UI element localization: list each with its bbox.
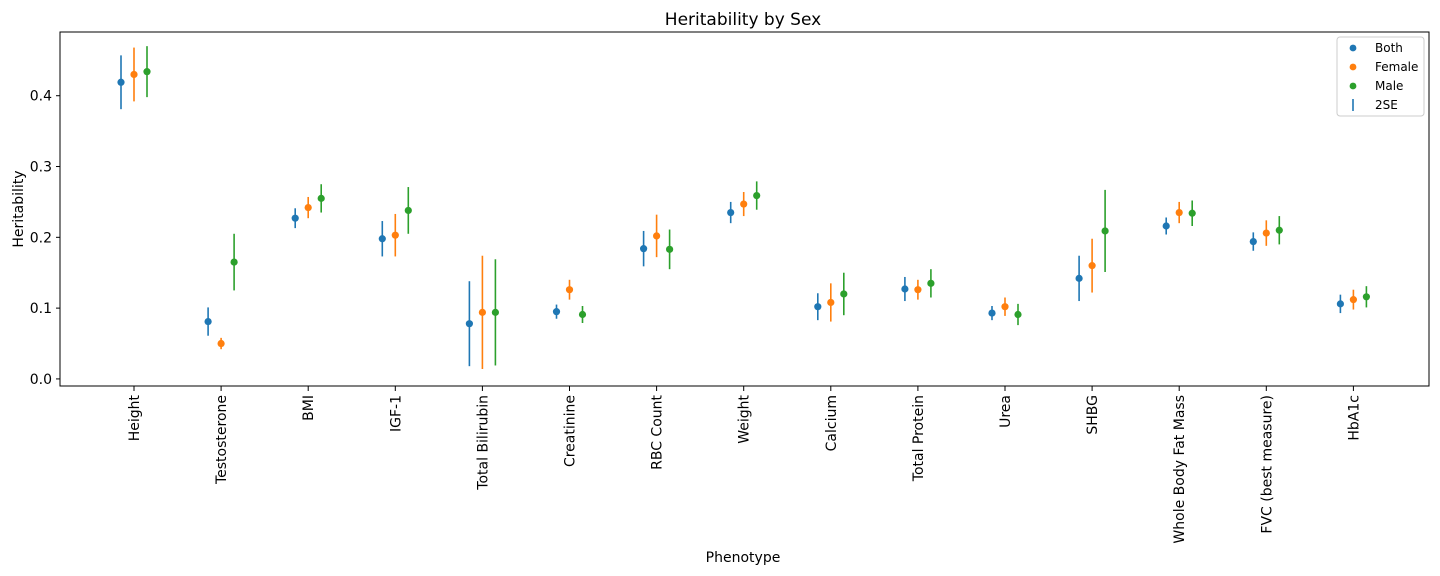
data-point [565, 286, 574, 294]
series-female [130, 47, 1357, 370]
x-axis-label: Phenotype [706, 550, 781, 566]
x-tick-label: Whole Body Fat Mass [1172, 395, 1188, 544]
data-point [1336, 300, 1344, 308]
data-point [1088, 262, 1096, 270]
y-tick-label: 0.3 [30, 160, 52, 176]
plot-frame [59, 31, 1430, 387]
data-point [1188, 209, 1196, 217]
data-point [1075, 274, 1083, 282]
data-point [1175, 208, 1183, 217]
data-point [1275, 226, 1283, 234]
x-tick-label: Urea [998, 395, 1014, 428]
data-point [740, 200, 748, 208]
x-tick-label: Height [127, 394, 143, 441]
legend-label: Female [1375, 60, 1418, 74]
data-point [317, 194, 325, 202]
data-point [1101, 227, 1109, 235]
x-tick-label: FVC (best measure) [1259, 395, 1275, 534]
data-point [1014, 310, 1022, 319]
data-point [814, 303, 822, 311]
data-point [204, 317, 212, 326]
series-male [143, 46, 1370, 366]
data-point [901, 285, 909, 293]
chart-title: Heritability by Sex [665, 10, 821, 30]
data-point [578, 310, 587, 319]
data-point [304, 203, 312, 212]
legend-marker [1349, 82, 1357, 90]
data-point [640, 245, 648, 253]
data-point [753, 191, 761, 200]
legend-label: 2SE [1375, 98, 1398, 112]
y-tick-label: 0.2 [30, 230, 52, 246]
y-tick-label: 0.0 [30, 372, 52, 388]
data-point [927, 279, 935, 287]
x-tick-label: SHBG [1085, 395, 1101, 435]
data-point [130, 70, 138, 79]
data-point [666, 245, 674, 253]
data-point [217, 339, 225, 348]
data-point [1262, 229, 1270, 237]
data-point [378, 235, 386, 243]
y-axis-label: Heritability [11, 170, 27, 247]
x-tick-label: Weight [737, 394, 753, 443]
data-point [552, 308, 561, 316]
y-axis: 0.0 0.1 0.2 0.3 0.4 [30, 89, 60, 388]
x-tick-label: Total Protein [911, 395, 927, 482]
data-point [1162, 222, 1170, 230]
x-tick-label: Creatinine [563, 395, 579, 467]
legend-frame [1336, 36, 1425, 117]
data-point [143, 68, 151, 76]
plot-area [117, 46, 1370, 370]
data-point [840, 290, 848, 298]
legend-label: Both [1375, 41, 1403, 55]
y-tick-label: 0.4 [30, 89, 52, 105]
data-point [988, 309, 996, 317]
data-point [1362, 293, 1370, 301]
data-point [1349, 296, 1357, 304]
x-tick-label: BMI [301, 395, 317, 421]
legend-marker [1349, 44, 1357, 52]
legend-marker [1349, 63, 1357, 71]
legend-label: Male [1375, 79, 1403, 93]
legend: Both Female Male 2SE [1336, 36, 1425, 117]
data-point [404, 206, 412, 215]
x-tick-label: RBC Count [650, 394, 666, 469]
data-point [465, 320, 473, 328]
data-point [727, 208, 735, 217]
data-point [117, 78, 125, 86]
x-tick-label: Total Bilirubin [475, 395, 491, 491]
data-point [291, 214, 299, 222]
x-tick-label: HbA1c [1346, 395, 1362, 441]
data-point [1001, 303, 1009, 311]
data-point [478, 308, 486, 316]
data-point [230, 258, 238, 266]
x-tick-label: Testosterone [214, 395, 230, 485]
data-point [827, 298, 835, 307]
data-point [653, 232, 661, 240]
data-point [1249, 237, 1257, 246]
x-axis: Height Testosterone BMI IGF-1 Total Bilirubi… [127, 386, 1362, 544]
x-tick-label: IGF-1 [388, 395, 404, 432]
y-tick-label: 0.1 [30, 301, 52, 317]
series-both [117, 55, 1344, 367]
data-point [914, 286, 922, 294]
data-point [491, 308, 499, 316]
x-tick-label: Calcium [824, 395, 840, 451]
data-point [391, 231, 399, 239]
